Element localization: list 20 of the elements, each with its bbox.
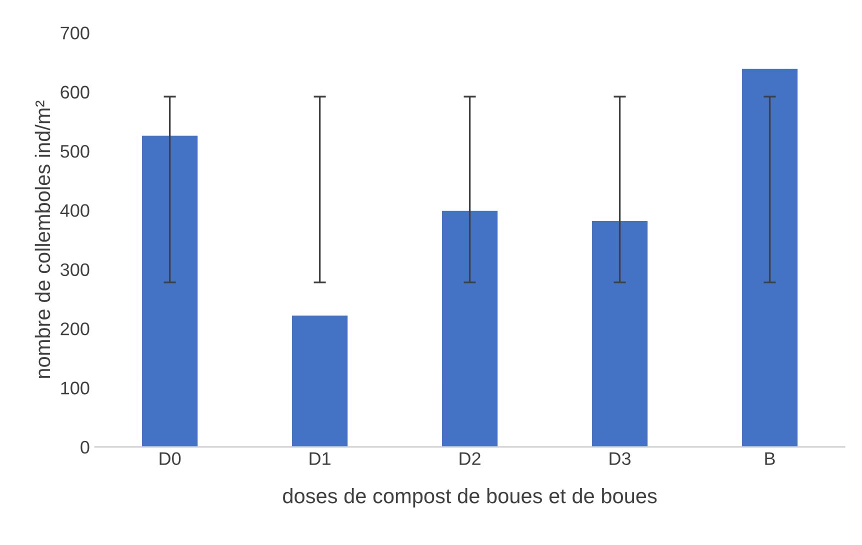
y-tick-label: 700 xyxy=(60,26,90,40)
y-tick-label: 200 xyxy=(60,322,90,336)
x-axis-title: doses de compost de boues et de boues xyxy=(283,488,657,508)
x-tick-label: D1 xyxy=(310,452,330,465)
bar xyxy=(290,314,349,447)
bar xyxy=(440,210,499,447)
x-tick-label: D0 xyxy=(160,452,181,466)
y-tick-label: 100 xyxy=(61,382,90,394)
bar xyxy=(590,220,649,447)
x-tick-label: D2 xyxy=(460,452,480,465)
y-tick-label: 600 xyxy=(60,86,90,99)
y-tick-label: 500 xyxy=(60,144,90,158)
y-tick-label: 300 xyxy=(60,263,90,276)
bar xyxy=(740,68,799,447)
bar xyxy=(140,134,200,447)
y-tick-label: 400 xyxy=(60,204,90,217)
x-tick-label: D3 xyxy=(610,452,631,466)
x-tick-label: B xyxy=(765,452,775,465)
y-axis-title: nombre de collemboles ind/m² xyxy=(34,100,50,378)
y-tick-label: 0 xyxy=(80,440,90,454)
